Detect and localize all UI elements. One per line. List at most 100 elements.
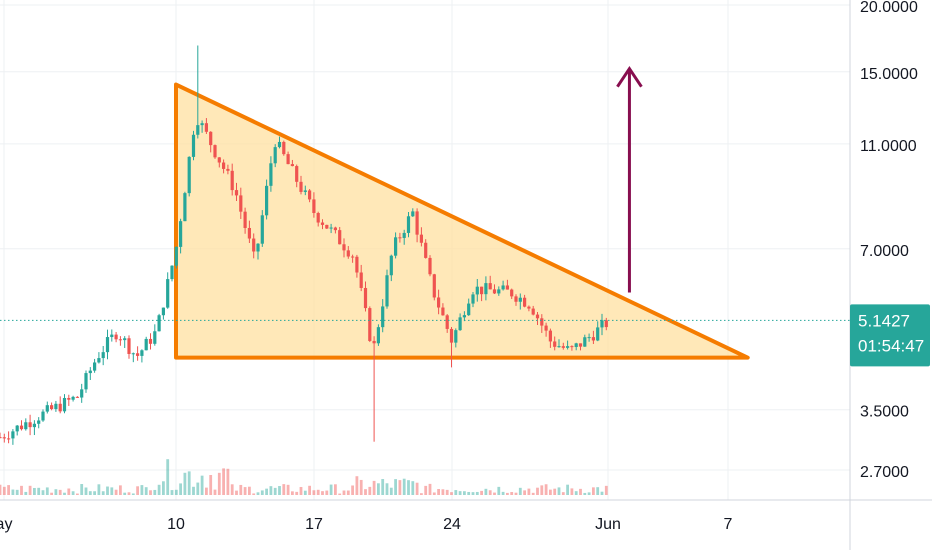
candle-body xyxy=(570,346,574,348)
candle-body xyxy=(67,397,71,400)
candle-body xyxy=(222,162,226,169)
volume-bar xyxy=(153,489,157,495)
volume-bar xyxy=(200,475,204,495)
volume-bar xyxy=(2,486,6,495)
candle-body xyxy=(540,318,544,326)
volume-bar xyxy=(308,485,311,495)
volume-bar xyxy=(140,485,144,495)
candle-body xyxy=(424,242,428,258)
volume-bar xyxy=(334,484,337,495)
candle-body xyxy=(110,334,114,338)
candle-body xyxy=(492,289,497,294)
volume-bar xyxy=(321,491,324,495)
candle-body xyxy=(136,353,140,356)
volume-bar xyxy=(260,490,264,495)
volume-bar xyxy=(278,486,281,495)
volume-bar xyxy=(273,487,277,495)
candle-body xyxy=(243,211,247,228)
candle-body xyxy=(458,317,462,331)
volume-bar xyxy=(97,484,101,495)
candle-body xyxy=(161,307,165,316)
y-tick-label: 2.7000 xyxy=(860,464,909,481)
candle-body xyxy=(445,315,449,329)
volume-bar xyxy=(131,493,135,495)
candle-body xyxy=(389,255,393,276)
volume-bar xyxy=(432,492,436,495)
volume-bar xyxy=(458,491,462,495)
x-tick-label: 24 xyxy=(443,516,461,533)
volume-bar xyxy=(54,489,58,495)
candle-body xyxy=(398,237,402,239)
candle-body xyxy=(131,353,135,355)
candle-body xyxy=(196,125,200,135)
candle-body xyxy=(553,341,557,347)
candle-body xyxy=(329,227,333,229)
bar-countdown: 01:54:47 xyxy=(858,336,924,355)
volume-bar xyxy=(33,487,36,495)
candle-body xyxy=(144,338,148,351)
volume-bar xyxy=(76,493,79,495)
candle-body xyxy=(97,358,101,363)
candle-body xyxy=(191,134,196,157)
volume-bar xyxy=(24,491,28,495)
candle-body xyxy=(359,272,363,288)
candle-body xyxy=(604,320,608,328)
candle-body xyxy=(41,411,45,421)
candle-body xyxy=(415,211,419,235)
candle-body xyxy=(566,346,570,348)
candle-body xyxy=(114,334,118,340)
volume-bar xyxy=(88,491,92,495)
candle-body xyxy=(127,338,131,354)
triangle-shape[interactable] xyxy=(174,82,750,360)
volume-bar xyxy=(37,487,41,495)
candle-body xyxy=(338,230,342,245)
candle-body xyxy=(93,362,97,371)
candle-body xyxy=(213,145,217,158)
volume-bar xyxy=(424,485,428,495)
candle-body xyxy=(174,246,178,266)
volume-bar xyxy=(265,488,268,495)
candle-body xyxy=(406,216,411,233)
volume-bar xyxy=(179,483,182,495)
candle-body xyxy=(37,420,41,424)
volume-bar xyxy=(540,485,544,495)
candle-body xyxy=(28,422,32,428)
candle-body xyxy=(32,423,36,428)
candle-body xyxy=(24,422,28,430)
volume-bar xyxy=(149,490,152,495)
candle-body xyxy=(2,437,6,439)
volume-bar xyxy=(592,487,595,495)
volume-bar xyxy=(437,489,440,495)
candle-body xyxy=(123,338,127,341)
target-arrow-head[interactable] xyxy=(616,66,643,88)
y-tick-label: 3.5000 xyxy=(860,404,909,421)
candle-body xyxy=(209,131,213,146)
volume-bar xyxy=(523,490,526,495)
volume-bar xyxy=(226,468,230,495)
volume-bar xyxy=(544,484,548,495)
volume-bar xyxy=(600,491,604,495)
candle-body xyxy=(148,338,153,344)
volume-bar xyxy=(217,472,221,495)
candle-body xyxy=(501,285,505,290)
triangle-pattern[interactable] xyxy=(174,82,750,360)
volume-bar xyxy=(243,487,247,495)
candle-body xyxy=(454,330,458,343)
candle-body xyxy=(355,256,359,273)
candle-body xyxy=(11,431,15,439)
volume-bar xyxy=(402,478,406,495)
candle-body xyxy=(402,232,406,238)
candle-body xyxy=(62,397,67,412)
candle-body xyxy=(518,297,522,302)
volume-bar xyxy=(527,488,531,495)
volume-bar xyxy=(338,493,342,495)
candle-body xyxy=(333,227,337,231)
volume-bar xyxy=(514,492,518,495)
volume-bar xyxy=(450,492,453,495)
candle-body xyxy=(578,343,583,347)
candle-body xyxy=(363,287,368,309)
volume-bar xyxy=(303,490,307,495)
